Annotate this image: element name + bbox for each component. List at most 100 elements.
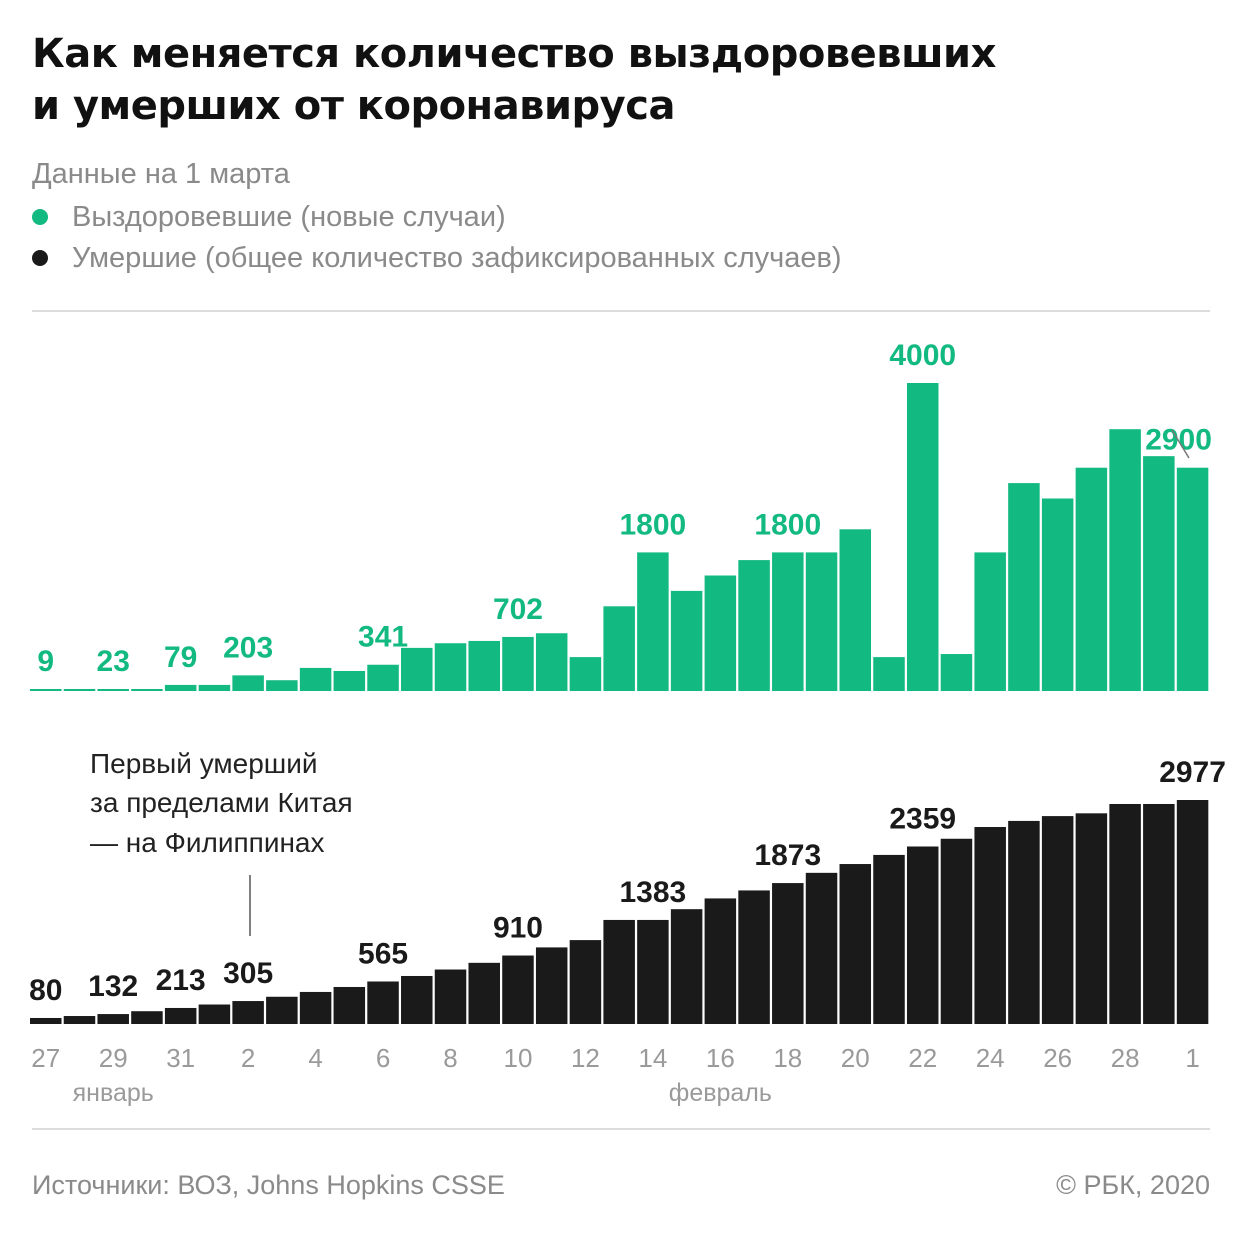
recovered-bar [569,657,602,691]
recovered-bar [1041,498,1074,691]
recovered-bar [468,640,500,691]
recovered-bar [603,606,635,691]
recovered-bar [1075,467,1108,691]
recovered-value-label: 4000 [889,339,956,372]
death-bars [30,800,1209,1024]
recovered-bar [535,633,568,691]
deaths-bar [232,1001,264,1024]
top-divider [32,310,1210,312]
deaths-value-label: 80 [29,974,62,1007]
recovered-bar [637,552,669,691]
recovered-bar [63,689,96,691]
deaths-bar [367,981,399,1024]
recovered-bar [232,675,264,691]
deaths-value-label: 2977 [1159,756,1226,789]
x-tick-label: 6 [376,1043,390,1073]
title-line-2: и умерших от коронавируса [32,83,675,129]
deaths-bar [839,864,872,1024]
recovered-bar [367,664,399,691]
deaths-bar [1008,820,1040,1024]
deaths-value-label: 305 [223,957,273,990]
x-tick-label: 4 [308,1043,322,1073]
recovered-value-label: 1800 [620,508,687,541]
recovered-bar [974,552,1006,691]
legend-item-recovered: Выздоровевшие (новые случаи) [32,197,1132,237]
recovered-bar [1143,456,1175,691]
recovered-bar [164,684,197,691]
source-note: Источники: ВОЗ, Johns Hopkins CSSE [32,1170,505,1200]
x-tick-label: 27 [31,1043,60,1073]
deaths-bar [468,962,500,1024]
recovered-bar [434,643,467,691]
deaths-bar [266,996,298,1024]
label-2900-leader-line [1171,429,1190,459]
recovered-bar [738,560,770,691]
recovered-bars [30,383,1209,691]
recovered-bar [772,552,804,691]
x-tick-label: 16 [706,1043,735,1073]
recovered-bar [401,647,433,691]
recovered-value-label: 702 [493,593,543,626]
x-tick-label: 24 [976,1043,1005,1073]
x-tick-label: 10 [504,1043,533,1073]
deaths-bar [637,919,669,1024]
recovered-value-label: 203 [223,631,273,664]
recovered-bar [906,383,939,691]
deaths-bar [906,846,939,1024]
deaths-bar [805,872,838,1024]
recovered-value-label: 341 [358,621,408,654]
recovered-value-label: 1800 [754,508,821,541]
x-tick-label: 14 [638,1043,667,1073]
deaths-bar [670,909,703,1024]
recovered-bar [299,667,332,691]
legend-label-deaths: Умершие (общее количество зафиксированны… [72,241,842,274]
deaths-bar [401,975,433,1024]
annotations: Первый умерший за пределами Китая — на Ф… [90,429,1190,936]
recovered-value-label: 9 [37,645,54,678]
recovered-bar [873,657,905,691]
deaths-bar [131,1011,163,1024]
deaths-bar [97,1014,129,1024]
deaths-bar [603,919,635,1024]
x-tick-label: 28 [1111,1043,1140,1073]
deaths-bar [940,838,973,1024]
deaths-bar [1176,800,1209,1024]
deaths-bar [299,991,332,1024]
x-tick-label: 1 [1185,1043,1199,1073]
deaths-bar [1109,803,1141,1024]
recovered-bar [97,689,129,691]
deaths-bar [974,827,1006,1024]
bottom-divider [32,1128,1210,1130]
legend-dot-deaths [32,250,48,266]
legend-item-deaths: Умершие (общее количество зафиксированны… [32,238,1132,278]
recovered-value-label: 79 [164,641,197,674]
death-labels: 80 132 213 305 565 910 1383 1873 2359 2977 [29,756,1226,1007]
title-line-1: Как меняется количество выздоровевших [32,31,996,77]
annotation-line-2: за пределами Китая [90,787,353,818]
recovered-bar [1008,483,1040,691]
x-tick-label: 29 [99,1043,128,1073]
deaths-bar [63,1016,96,1024]
deaths-bar [704,898,737,1024]
recovered-bar [131,689,163,691]
month-label: январь [73,1079,154,1107]
x-tick-label: 22 [908,1043,937,1073]
deaths-bar [1075,813,1108,1024]
recovered-bar [839,529,872,691]
chart-subtitle: Данные на 1 марта [32,158,290,190]
deaths-value-label: 1383 [620,876,687,909]
x-tick-label: 8 [443,1043,457,1073]
deaths-bar [1143,803,1175,1024]
recovered-bar [502,636,534,691]
x-tick-label: 18 [773,1043,802,1073]
legend-dot-recovered [32,209,48,225]
deaths-bar [333,986,366,1024]
x-tick-label: 26 [1043,1043,1072,1073]
x-tick-label: 2 [241,1043,255,1073]
recovered-bar [333,670,366,691]
x-tick-label: 20 [841,1043,870,1073]
deaths-value-label: 2359 [889,803,956,836]
deaths-bar [1041,816,1074,1024]
deaths-bar [164,1007,197,1024]
